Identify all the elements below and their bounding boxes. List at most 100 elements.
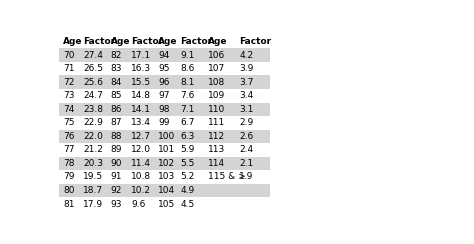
Text: 26.5: 26.5	[83, 64, 103, 73]
Text: 81: 81	[63, 200, 74, 209]
Text: 14.1: 14.1	[131, 105, 151, 114]
Text: 90: 90	[110, 159, 122, 168]
Text: 17.9: 17.9	[83, 200, 103, 209]
Text: 88: 88	[110, 132, 122, 141]
Text: 4.9: 4.9	[181, 186, 195, 195]
Text: 19.5: 19.5	[83, 173, 103, 182]
Text: Factor: Factor	[239, 37, 272, 46]
Text: 114: 114	[208, 159, 225, 168]
Text: 16.3: 16.3	[131, 64, 151, 73]
Text: 106: 106	[208, 51, 225, 60]
Text: 94: 94	[158, 51, 170, 60]
Text: 5.9: 5.9	[181, 145, 195, 154]
Text: 76: 76	[63, 132, 74, 141]
Text: Age: Age	[63, 37, 82, 46]
Text: Age: Age	[208, 37, 228, 46]
Text: 3.4: 3.4	[239, 91, 254, 100]
Bar	[59, 75, 271, 89]
Text: 2.6: 2.6	[239, 132, 254, 141]
Text: 8.6: 8.6	[181, 64, 195, 73]
Text: 25.6: 25.6	[83, 78, 103, 87]
Text: 9.6: 9.6	[131, 200, 145, 209]
Text: 78: 78	[63, 159, 74, 168]
Text: 72: 72	[63, 78, 74, 87]
Text: 113: 113	[208, 145, 225, 154]
Text: 12.0: 12.0	[131, 145, 151, 154]
Text: 105: 105	[158, 200, 176, 209]
Text: 3.7: 3.7	[239, 78, 254, 87]
Text: 84: 84	[110, 78, 122, 87]
Text: 22.0: 22.0	[83, 132, 103, 141]
Text: 2.1: 2.1	[239, 159, 254, 168]
Text: 24.7: 24.7	[83, 91, 103, 100]
Bar	[59, 49, 271, 62]
Text: 112: 112	[208, 132, 225, 141]
Text: 87: 87	[110, 118, 122, 127]
Text: 71: 71	[63, 64, 74, 73]
Text: 11.4: 11.4	[131, 159, 151, 168]
Text: 6.3: 6.3	[181, 132, 195, 141]
Text: 115 & >: 115 & >	[208, 173, 246, 182]
Text: 89: 89	[110, 145, 122, 154]
Text: 22.9: 22.9	[83, 118, 103, 127]
Text: 2.9: 2.9	[239, 118, 254, 127]
Text: 108: 108	[208, 78, 225, 87]
Text: 10.2: 10.2	[131, 186, 151, 195]
Text: 98: 98	[158, 105, 170, 114]
Text: Age: Age	[158, 37, 178, 46]
Bar	[59, 130, 271, 143]
Text: 12.7: 12.7	[131, 132, 151, 141]
Text: Age: Age	[110, 37, 130, 46]
Text: 93: 93	[110, 200, 122, 209]
Text: 5.5: 5.5	[181, 159, 195, 168]
Text: Factor: Factor	[131, 37, 163, 46]
Text: 80: 80	[63, 186, 74, 195]
Text: 99: 99	[158, 118, 170, 127]
Bar	[59, 157, 271, 170]
Text: 9.1: 9.1	[181, 51, 195, 60]
Bar	[59, 102, 271, 116]
Text: 110: 110	[208, 105, 225, 114]
Text: 10.8: 10.8	[131, 173, 151, 182]
Text: 4.5: 4.5	[181, 200, 195, 209]
Text: 86: 86	[110, 105, 122, 114]
Text: 3.1: 3.1	[239, 105, 254, 114]
Text: 82: 82	[110, 51, 122, 60]
Text: 2.4: 2.4	[239, 145, 254, 154]
Text: 92: 92	[110, 186, 122, 195]
Text: 20.3: 20.3	[83, 159, 103, 168]
Text: 97: 97	[158, 91, 170, 100]
Text: 73: 73	[63, 91, 74, 100]
Text: 6.7: 6.7	[181, 118, 195, 127]
Text: 7.6: 7.6	[181, 91, 195, 100]
Text: 74: 74	[63, 105, 74, 114]
Text: 23.8: 23.8	[83, 105, 103, 114]
Bar	[59, 184, 271, 197]
Text: 3.9: 3.9	[239, 64, 254, 73]
Text: Factor: Factor	[83, 37, 115, 46]
Text: 75: 75	[63, 118, 74, 127]
Text: 17.1: 17.1	[131, 51, 151, 60]
Text: 4.2: 4.2	[239, 51, 254, 60]
Text: 111: 111	[208, 118, 225, 127]
Text: 109: 109	[208, 91, 225, 100]
Text: 15.5: 15.5	[131, 78, 151, 87]
Text: 100: 100	[158, 132, 176, 141]
Text: 79: 79	[63, 173, 74, 182]
Text: 77: 77	[63, 145, 74, 154]
Text: 14.8: 14.8	[131, 91, 151, 100]
Text: 103: 103	[158, 173, 176, 182]
Text: Factor: Factor	[181, 37, 213, 46]
Text: 7.1: 7.1	[181, 105, 195, 114]
Text: 13.4: 13.4	[131, 118, 151, 127]
Text: 101: 101	[158, 145, 176, 154]
Text: 8.1: 8.1	[181, 78, 195, 87]
Text: 1.9: 1.9	[239, 173, 254, 182]
Text: 83: 83	[110, 64, 122, 73]
Text: 27.4: 27.4	[83, 51, 103, 60]
Text: 85: 85	[110, 91, 122, 100]
Text: 5.2: 5.2	[181, 173, 195, 182]
Text: 91: 91	[110, 173, 122, 182]
Text: 70: 70	[63, 51, 74, 60]
Text: 95: 95	[158, 64, 170, 73]
